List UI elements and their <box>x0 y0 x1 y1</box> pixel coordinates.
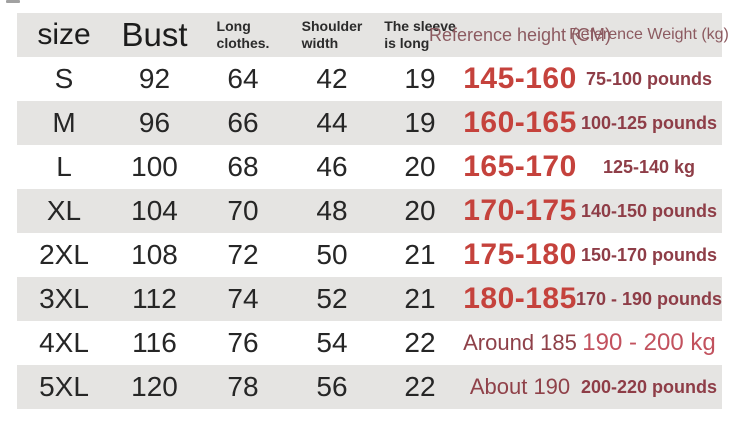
cell-size: L <box>56 151 72 182</box>
cell-long: 76 <box>227 327 259 358</box>
cell-shoulder: 50 <box>316 239 348 270</box>
cell-weight: 200-220 pounds <box>580 376 718 397</box>
cell-long: 70 <box>227 195 259 226</box>
cell-sleeve: 22 <box>404 371 436 402</box>
cell-sleeve: 19 <box>404 63 436 94</box>
table-row-l: L 100 68 46 20 165-170 125-140 kg <box>17 145 722 189</box>
cell-shoulder: 46 <box>316 151 348 182</box>
table-row-m: M 96 66 44 19 160-165 100-125 pounds <box>17 101 722 145</box>
cell-shoulder: 48 <box>316 195 348 226</box>
column-header-reference-weight: Reference Weight (kg) <box>569 26 729 43</box>
cell-sleeve: 21 <box>404 283 436 314</box>
cell-size: 5XL <box>39 371 89 402</box>
cell-shoulder: 54 <box>316 327 348 358</box>
cell-weight: 100-125 pounds <box>580 112 718 133</box>
cell-size: 4XL <box>39 327 89 358</box>
cell-height: 175-180 <box>463 238 577 271</box>
cell-shoulder: 42 <box>316 63 348 94</box>
column-header-shoulder-width: Shoulder width <box>288 13 376 57</box>
cell-shoulder: 44 <box>316 107 348 138</box>
cell-weight: 150-170 pounds <box>580 244 718 265</box>
column-header-long-clothes: Long clothes. <box>198 13 288 57</box>
column-header-sleeve-length-line2: is long <box>384 35 430 51</box>
cell-bust: 112 <box>132 283 177 314</box>
cell-weight: 140-150 pounds <box>580 200 718 221</box>
cell-long: 64 <box>227 63 259 94</box>
cell-size: 2XL <box>39 239 89 270</box>
cell-sleeve: 20 <box>404 195 436 226</box>
table-row-s: S 92 64 42 19 145-160 75-100 pounds <box>17 57 722 101</box>
column-header-sleeve-length-line1: The sleeve <box>384 18 456 35</box>
column-header-shoulder-width-line2: width <box>301 35 339 51</box>
cell-size: S <box>54 63 74 94</box>
photo-artifact <box>6 0 20 3</box>
cell-bust: 116 <box>132 327 177 358</box>
cell-weight: 170 - 190 pounds <box>575 288 723 309</box>
cell-size: M <box>52 107 76 138</box>
cell-height: 145-160 <box>463 62 577 95</box>
table-row-xl: XL 104 70 48 20 170-175 140-150 pounds <box>17 189 722 233</box>
cell-sleeve: 19 <box>404 107 436 138</box>
size-table: size Bust Long clothes. Shoulder width T… <box>17 13 729 409</box>
cell-bust: 100 <box>131 151 178 182</box>
cell-long: 78 <box>227 371 259 402</box>
cell-sleeve: 22 <box>404 327 436 358</box>
cell-shoulder: 52 <box>316 283 348 314</box>
cell-height: 170-175 <box>463 194 577 227</box>
cell-long: 72 <box>227 239 259 270</box>
column-header-sleeve-length: The sleeve is long <box>376 13 464 57</box>
cell-bust: 92 <box>138 63 171 94</box>
cell-long: 68 <box>227 151 259 182</box>
cell-height: Around 185 <box>463 330 577 355</box>
cell-bust: 120 <box>131 371 178 402</box>
column-header-shoulder-width-line1: Shoulder <box>301 18 363 35</box>
cell-height: About 190 <box>469 374 571 399</box>
column-header-bust: Bust <box>121 16 188 53</box>
cell-shoulder: 56 <box>316 371 348 402</box>
cell-sleeve: 20 <box>404 151 436 182</box>
cell-height: 180-185 <box>463 282 577 315</box>
cell-weight: 190 - 200 kg <box>582 329 716 356</box>
column-header-long-clothes-line2: clothes. <box>216 35 270 51</box>
cell-bust: 96 <box>138 107 171 138</box>
table-row-5xl: 5XL 120 78 56 22 About 190 200-220 pound… <box>17 365 722 409</box>
column-header-reference-height: Reference height (CM) <box>428 24 612 45</box>
cell-size: 3XL <box>39 283 89 314</box>
table-row-2xl: 2XL 108 72 50 21 175-180 150-170 pounds <box>17 233 722 277</box>
cell-weight: 125-140 kg <box>602 156 696 177</box>
cell-weight: 75-100 pounds <box>585 68 713 89</box>
table-row-4xl: 4XL 116 76 54 22 Around 185 190 - 200 kg <box>17 321 722 365</box>
cell-sleeve: 21 <box>404 239 436 270</box>
column-header-size: size <box>37 18 91 51</box>
cell-bust: 104 <box>131 195 178 226</box>
cell-bust: 108 <box>131 239 178 270</box>
cell-long: 74 <box>227 283 259 314</box>
cell-height: 160-165 <box>463 106 577 139</box>
cell-size: XL <box>46 195 82 226</box>
cell-long: 66 <box>227 107 259 138</box>
column-header-long-clothes-line1: Long <box>216 18 251 35</box>
table-header-row: size Bust Long clothes. Shoulder width T… <box>17 13 729 57</box>
table-row-3xl: 3XL 112 74 52 21 180-185 170 - 190 pound… <box>17 277 722 321</box>
cell-height: 165-170 <box>463 150 577 183</box>
